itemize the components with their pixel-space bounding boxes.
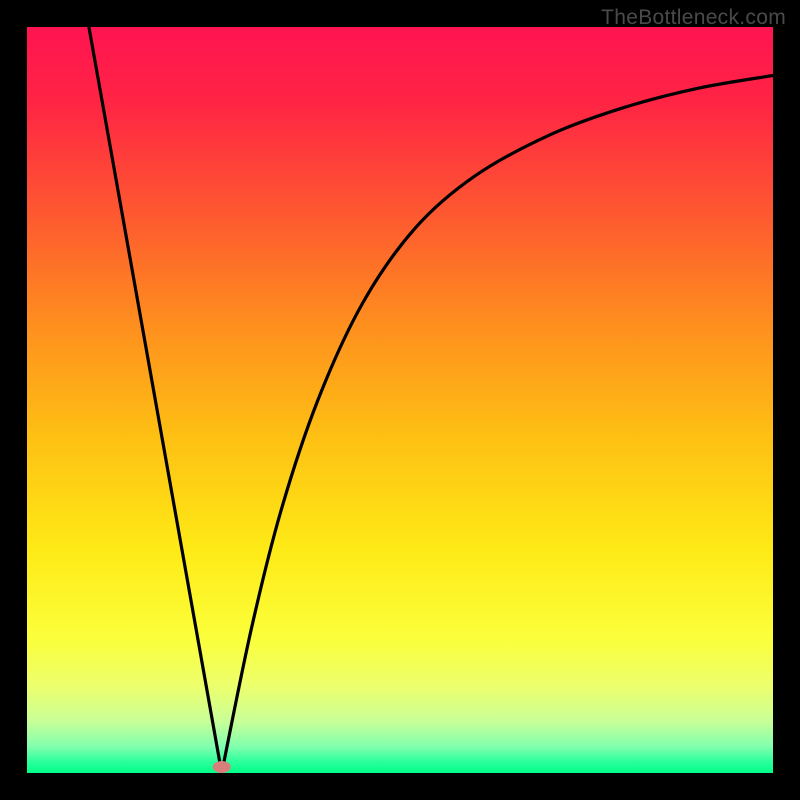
watermark-text: TheBottleneck.com	[601, 6, 786, 30]
curve-minimum-marker	[213, 761, 231, 773]
bottleneck-curve-chart	[0, 0, 800, 800]
chart-background-gradient	[27, 27, 773, 773]
